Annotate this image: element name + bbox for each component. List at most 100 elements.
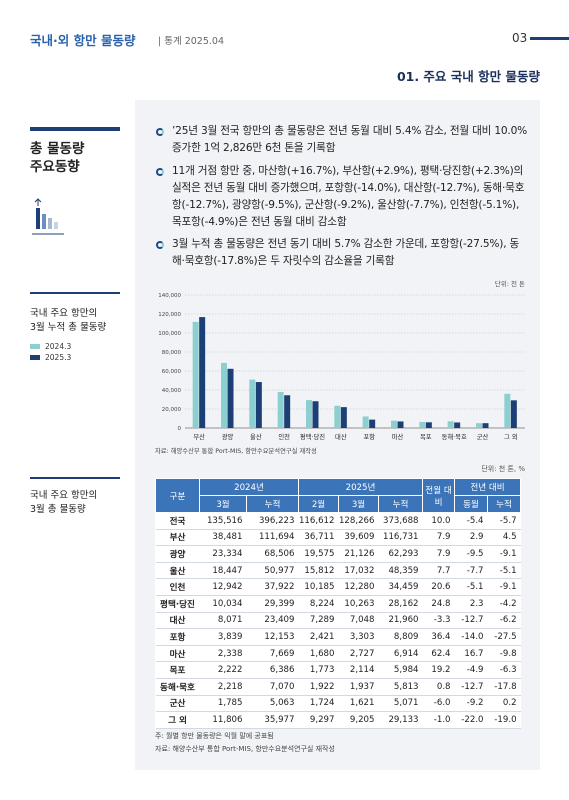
bar	[391, 420, 397, 428]
row-label: 울산	[155, 562, 200, 580]
sidebar-heading: 총 물동량	[30, 141, 85, 157]
bar	[397, 421, 404, 428]
table-cell: 1,773	[298, 661, 339, 679]
table-cell: -22.0	[454, 711, 488, 729]
table-cell: -6.0	[422, 695, 455, 713]
table-cell: 396,223	[246, 512, 299, 530]
header-title: 국내·외 항만 물동량	[30, 33, 136, 48]
table-cell: 5,071	[378, 695, 423, 713]
table-cell: 23,409	[246, 612, 299, 630]
row-label: 마산	[155, 645, 200, 663]
sidebar-rule	[30, 477, 120, 479]
table-row: 전국 135,516 396,223 116,612 128,266 373,688 10.…	[155, 512, 521, 530]
table-cell: 9,205	[338, 711, 379, 729]
table-cell: 62,293	[378, 545, 423, 563]
table-cell: 2,338	[199, 645, 247, 663]
table-cell: 0.2	[487, 695, 521, 713]
row-label: 그 외	[155, 711, 200, 729]
row-label: 동해·묵호	[155, 678, 200, 696]
table-cell: 20.6	[422, 578, 455, 596]
table-cell: 7,048	[338, 612, 379, 630]
header-row: 구분 2024년 2025년 전월 대비 전년 대비	[155, 478, 522, 513]
table-cell: -12.7	[454, 612, 488, 630]
bar	[312, 401, 319, 428]
table-cell: 17,032	[338, 562, 379, 580]
table-cell: 28,162	[378, 595, 423, 613]
column-header: 누적	[487, 495, 522, 513]
table-cell: 37,922	[246, 578, 299, 596]
row-label: 인천	[155, 578, 200, 596]
table-cell: 1,937	[338, 678, 379, 696]
bar	[255, 382, 262, 428]
bar	[482, 423, 489, 428]
bar	[306, 400, 312, 428]
table-cell: 7,669	[246, 645, 299, 663]
x-tick-label: 광양	[222, 433, 234, 441]
bar	[454, 422, 461, 428]
bar-chart: 단위: 천 톤 0 20,000 40,000 60,000 80,000 100,000 1…	[155, 279, 525, 455]
table-cell: 10,185	[298, 578, 339, 596]
section-title: 01. 주요 국내 항만 물동량	[396, 69, 540, 84]
table-cell: 21,126	[338, 545, 379, 563]
table-cell: 7.7	[422, 562, 455, 580]
header-subtitle: | 통계 2025.04	[158, 36, 225, 47]
note: 주: 월별 항만 물동량은 익월 말에 공표됨	[155, 732, 274, 740]
bullet-icon	[156, 128, 164, 136]
bar	[284, 395, 291, 428]
table-cell: 5,813	[378, 678, 423, 696]
page-number: 03	[512, 31, 528, 45]
table-cell: 7,289	[298, 612, 339, 630]
table-cell: 62.4	[422, 645, 455, 663]
table-cell: 2.9	[454, 529, 488, 547]
table-cell: 3,303	[338, 628, 379, 646]
bullet-icon	[156, 168, 164, 176]
table-row: 울산 18,447 50,977 15,812 17,032 48,359 7.7 -7.7-…	[155, 562, 521, 580]
x-tick-label: 대산	[335, 432, 347, 441]
bar	[510, 400, 517, 428]
note: 자료: 해양수산부 통합 Port-MIS, 항만수요분석연구실 재작성	[155, 745, 335, 753]
table-cell: 29,399	[246, 595, 299, 613]
table-cell: -4.9	[454, 661, 488, 679]
table-cell: 2,727	[338, 645, 379, 663]
table-row: 인천 12,942 37,922 10,185 12,280 34,459 20.6 -5.1…	[155, 578, 521, 596]
table-cell: 36.4	[422, 628, 455, 646]
table-cell: 2,218	[199, 678, 247, 696]
table-cell: 373,688	[378, 512, 423, 530]
row-label: 군산	[155, 695, 200, 713]
table-cell: 0.8	[422, 678, 455, 696]
table-cell: -6.2	[487, 612, 521, 630]
bar	[249, 379, 256, 428]
table-row: 부산 38,481 111,694 36,711 39,609 116,731 7.9 2.9…	[155, 529, 521, 547]
y-tick-label: 0	[178, 426, 182, 432]
chart-unit: 단위: 천 톤	[495, 279, 525, 288]
table-cell: 6,386	[246, 661, 299, 679]
table-cell: -9.1	[487, 545, 521, 563]
table-row: 대산 8,071 23,409 7,289 7,048 21,960 -3.3 -12.7 -6…	[155, 612, 521, 630]
bar	[221, 362, 227, 428]
row-label: 부산	[155, 529, 200, 547]
table-cell: 1,724	[298, 695, 339, 713]
table-cell: 34,459	[378, 578, 423, 596]
table-cell: 5,984	[378, 661, 423, 679]
y-tick-label: 40,000	[162, 388, 182, 394]
table-cell: -5.1	[487, 562, 521, 580]
chart-source: 자료: 해양수산부 통합 Port-MIS, 항만수요분석연구실 재작성	[155, 446, 317, 455]
table-cell: 111,694	[246, 529, 299, 547]
column-header: 누적	[246, 495, 299, 513]
table-cell: 21,960	[378, 612, 423, 630]
bar	[362, 416, 369, 428]
y-tick-label: 80,000	[162, 350, 182, 356]
table-cell: -1.0	[422, 711, 455, 729]
chart-icon	[32, 198, 64, 235]
table-cell: 8,224	[298, 595, 339, 613]
table-cell: -4.2	[487, 595, 521, 613]
table-cell: 15,812	[298, 562, 339, 580]
table-cell: 12,280	[338, 578, 379, 596]
legend-label: 2024.3	[45, 342, 72, 351]
sidebar-rule	[30, 292, 120, 294]
column-header: 2025년	[297, 478, 424, 496]
table-cell: 2.3	[454, 595, 488, 613]
table-cell: -3.3	[422, 612, 455, 630]
x-tick-label: 마산	[392, 432, 404, 441]
table-cell: -5.7	[487, 512, 521, 530]
